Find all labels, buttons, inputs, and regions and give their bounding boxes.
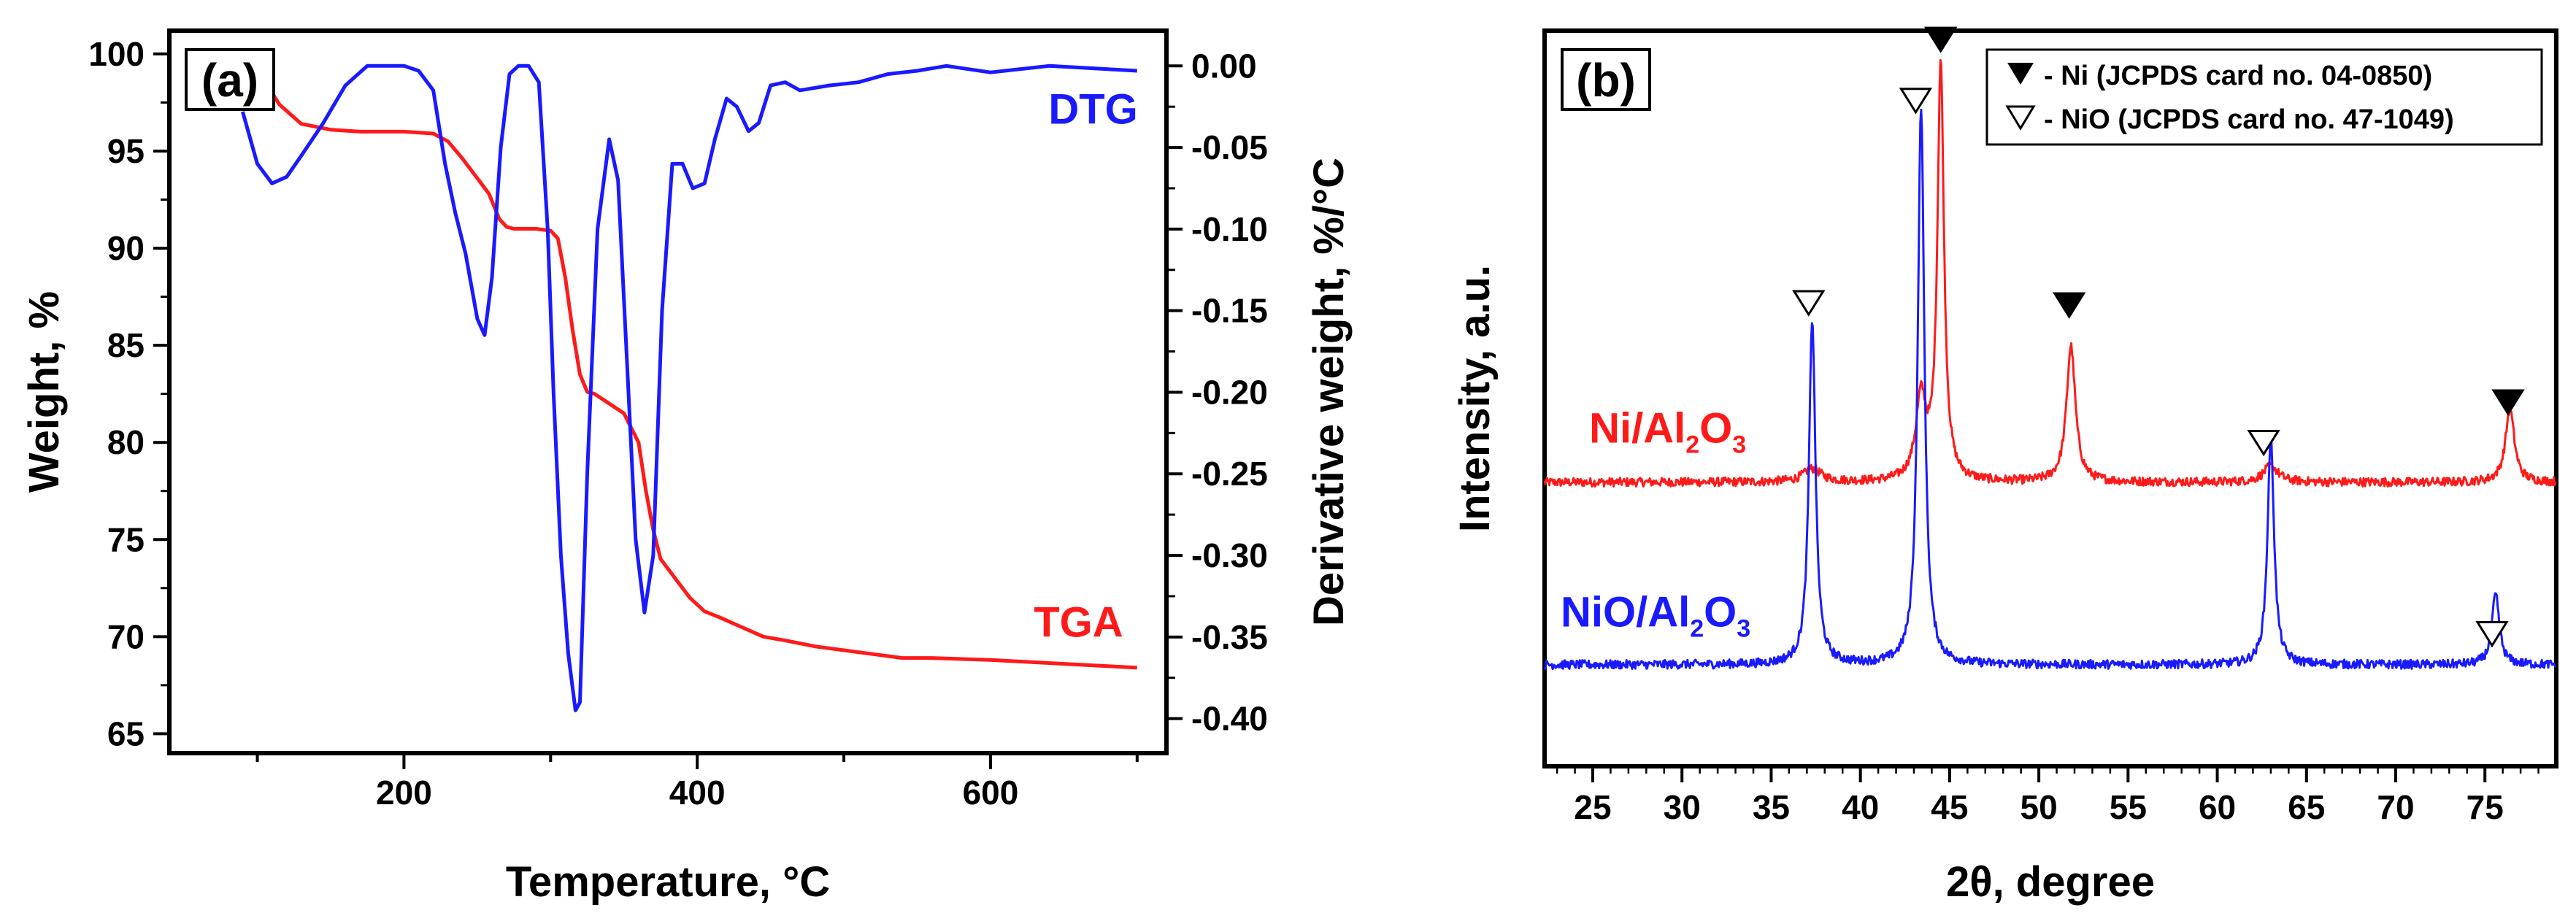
x-tick-label: 30 — [1664, 788, 1701, 826]
dtg-curve — [240, 63, 1137, 712]
y2-tick-label: -0.35 — [1191, 618, 1268, 656]
nio-al2o3-pattern — [1543, 108, 2557, 671]
tga-annotation: TGA — [1034, 598, 1123, 646]
panel-a-x-axis-label: Temperature, °C — [506, 858, 830, 906]
y2-tick-label: -0.05 — [1191, 128, 1268, 166]
nio-peak-marker — [1792, 290, 1826, 317]
nio-label-sub1: 2 — [1690, 615, 1704, 642]
nio-al2o3-series-label: NiO/Al2O3 — [1561, 588, 1750, 642]
nio-peak-marker — [2247, 429, 2280, 457]
x-tick-label: 200 — [376, 774, 432, 812]
y-tick-label: 80 — [107, 423, 145, 461]
legend-ni-marker — [2007, 63, 2034, 85]
dtg-annotation: DTG — [1048, 86, 1137, 134]
panel-a-series — [240, 53, 1137, 712]
x-tick-label: 400 — [669, 774, 726, 812]
x-tick-label: 50 — [2021, 788, 2058, 826]
x-tick-label: 600 — [963, 774, 1019, 812]
x-tick-label: 65 — [2288, 788, 2325, 826]
nio-peak-marker — [2475, 621, 2509, 648]
legend-nio-text: - NiO (JCPDS card no. 47-1049) — [2044, 104, 2454, 135]
ni-label-part2: O — [1699, 404, 1732, 452]
panel-b-y-axis-label: Intensity, a.u. — [1451, 265, 1499, 532]
ni-peak-marker — [1923, 26, 1958, 53]
x-tick-label: 40 — [1842, 788, 1879, 826]
y2-tick-label: -0.30 — [1191, 536, 1268, 574]
panel-b-x-axis-label: 2θ, degree — [1946, 858, 2155, 906]
ni-label-sub1: 2 — [1685, 431, 1699, 458]
y2-tick-label: -0.20 — [1191, 373, 1268, 411]
x-tick-label: 45 — [1931, 788, 1968, 826]
ni-label-part1: Ni/Al — [1589, 404, 1685, 452]
panel-b-label-box — [1561, 48, 1651, 111]
panel-b-label: (b) — [1576, 54, 1636, 107]
y-tick-label: 85 — [107, 326, 145, 364]
y-tick-label: 95 — [107, 132, 145, 170]
y-tick-label: 90 — [107, 229, 145, 267]
nio-label-part2: O — [1704, 588, 1737, 636]
panel-a-y-axis-label: Weight, % — [20, 291, 68, 493]
ni-peak-marker — [2052, 292, 2086, 319]
y-tick-label: 70 — [107, 617, 145, 655]
x-tick-label: 75 — [2467, 788, 2504, 826]
panel-a-label-box — [185, 48, 275, 111]
panel-a-tga-dtg-chart: 200 400 600 65 70 75 80 85 90 95 100 0.00 -0.05 -0.10… — [20, 28, 1353, 906]
x-tick-label: 25 — [1574, 788, 1611, 826]
tga-curve — [241, 53, 1137, 670]
y2-tick-label: 0.00 — [1191, 47, 1257, 85]
legend-box — [1985, 48, 2543, 146]
panel-b-legend: - Ni (JCPDS card no. 04-0850) - NiO (JCP… — [1985, 48, 2543, 146]
y-tick-label: 75 — [107, 520, 145, 558]
x-tick-label: 55 — [2110, 788, 2147, 826]
y2-tick-label: -0.10 — [1191, 210, 1268, 248]
panel-a-frame — [167, 28, 1169, 755]
ni-peak-marker — [2491, 389, 2525, 416]
y-tick-label: 100 — [88, 35, 145, 73]
panel-b-ticks: 25 30 35 40 45 50 55 60 65 70 75 — [1556, 766, 2540, 826]
nio-label-sub2: 3 — [1737, 615, 1750, 642]
nio-label-part1: NiO/Al — [1561, 588, 1690, 636]
y2-tick-label: -0.40 — [1191, 700, 1268, 738]
panel-b-frame — [1542, 28, 2558, 768]
ni-al2o3-pattern — [1543, 59, 2557, 488]
x-tick-label: 60 — [2199, 788, 2236, 826]
panel-a-y2-axis-label: Derivative weight, %/°C — [1305, 158, 1353, 626]
panel-b-peak-markers — [1792, 26, 2525, 648]
x-tick-label: 70 — [2377, 788, 2414, 826]
legend-ni-text: - Ni (JCPDS card no. 04-0850) — [2044, 61, 2432, 91]
legend-nio-marker — [2005, 105, 2036, 131]
panel-a-label: (a) — [201, 54, 258, 107]
panel-b-series — [1543, 59, 2557, 671]
panel-a-ticks: 200 400 600 65 70 75 80 85 90 95 100 0.00 -0.05 -0.10… — [88, 35, 1268, 812]
panel-b-xrd-chart: 25 30 35 40 45 50 55 60 65 70 75 (b) - Ni (JCPDS c… — [1451, 26, 2558, 906]
y2-tick-label: -0.15 — [1191, 292, 1268, 330]
ni-label-sub2: 3 — [1732, 431, 1746, 458]
y-tick-label: 65 — [107, 714, 145, 752]
ni-al2o3-series-label: Ni/Al2O3 — [1589, 404, 1746, 458]
nio-peak-marker — [1899, 88, 1933, 115]
x-tick-label: 35 — [1753, 788, 1790, 826]
y2-tick-label: -0.25 — [1191, 455, 1268, 493]
